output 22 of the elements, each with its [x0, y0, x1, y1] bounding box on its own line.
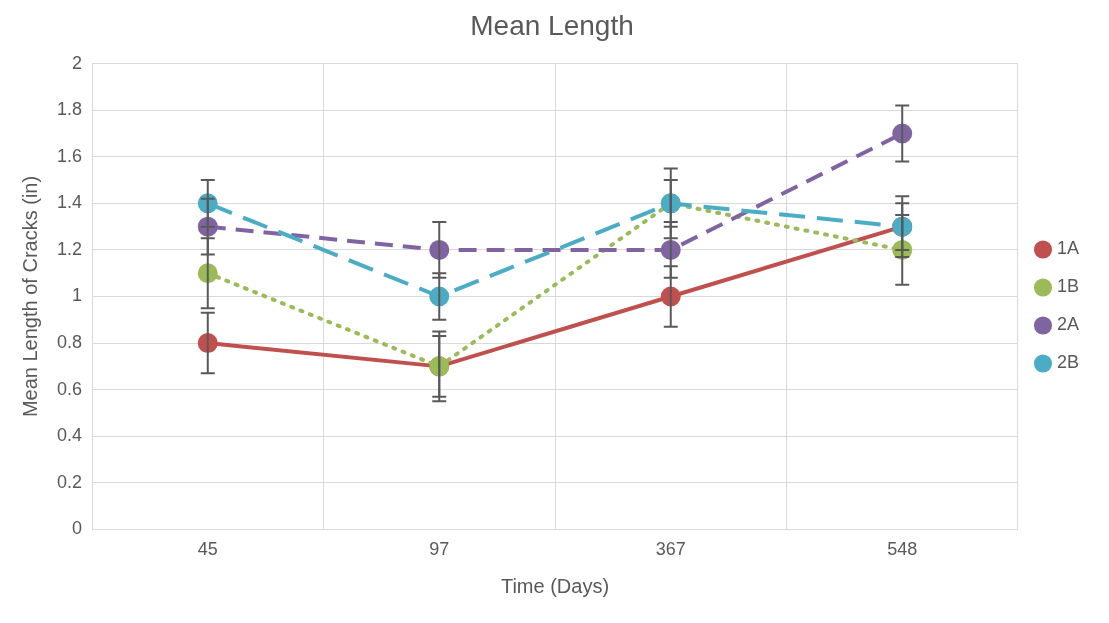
y-tick-label: 1.8 [56, 99, 83, 120]
legend-label: 1A [1056, 238, 1080, 259]
x-tick-label: 97 [429, 539, 450, 560]
y-tick-label: 2 [72, 52, 83, 73]
legend-label: 1B [1056, 276, 1080, 297]
x-axis-title: Time (Days) [500, 574, 610, 597]
legend-label: 2B [1056, 352, 1080, 373]
chart-title: Mean Length [470, 9, 634, 41]
y-tick-label: 0.8 [56, 332, 83, 353]
y-tick-label: 1 [72, 285, 83, 306]
x-tick-label: 45 [197, 539, 218, 560]
y-tick-label: 0.6 [56, 378, 83, 399]
x-tick-label: 367 [655, 539, 686, 560]
y-tick-label: 1.2 [56, 238, 83, 259]
y-tick-label: 1.4 [56, 192, 83, 213]
y-tick-label: 1.6 [56, 145, 83, 166]
legend-label: 2A [1056, 314, 1080, 335]
y-tick-label: 0.4 [56, 425, 83, 446]
y-axis-title: Mean Length of Cracks (in) [18, 175, 41, 418]
y-tick-label: 0 [72, 518, 83, 539]
x-tick-label: 548 [887, 539, 918, 560]
y-tick-label: 0.2 [56, 471, 83, 492]
